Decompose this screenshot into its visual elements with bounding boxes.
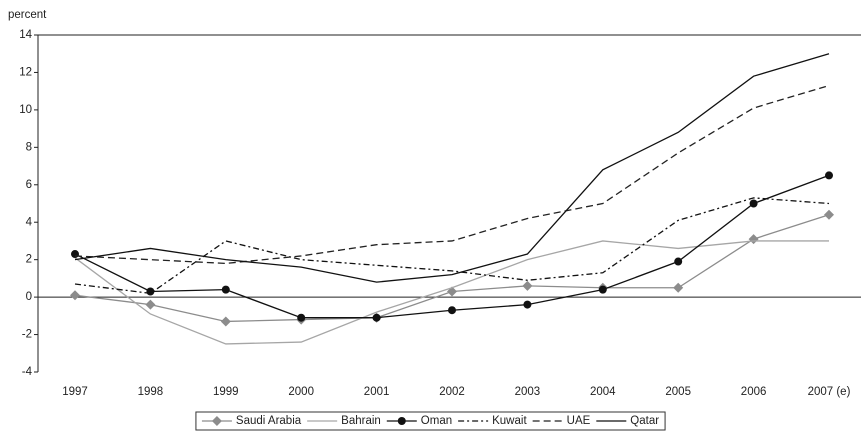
y-tick-label: -4	[22, 366, 33, 378]
series-line	[74, 53, 830, 283]
marker	[522, 280, 533, 291]
marker	[748, 234, 759, 245]
marker	[674, 257, 683, 266]
y-tick-label: 14	[19, 29, 32, 41]
marker	[673, 282, 684, 293]
y-tick-label: 0	[26, 291, 32, 303]
legend-item: UAE	[532, 415, 591, 427]
x-tick-label: 2006	[741, 386, 767, 398]
x-tick-label: 1999	[213, 386, 239, 398]
y-tick-label: -2	[22, 329, 32, 341]
marker	[220, 316, 231, 327]
legend-item: Kuwait	[458, 415, 527, 427]
legend-item: Saudi Arabia	[201, 415, 302, 427]
x-tick-label: 1997	[62, 386, 88, 398]
x-tick-label: 2004	[590, 386, 616, 398]
marker	[70, 290, 80, 301]
marker	[824, 209, 834, 220]
legend-label: Bahrain	[341, 415, 381, 427]
legend: Saudi Arabia Bahrain Oman Kuwait UAE Qatar	[195, 411, 666, 431]
legend-label: Kuwait	[492, 415, 527, 427]
marker	[297, 313, 306, 322]
y-tick-label: 10	[19, 104, 32, 116]
y-tick-label: 8	[26, 141, 32, 153]
y-tick-label: 6	[26, 179, 32, 191]
legend-label: Saudi Arabia	[236, 415, 302, 427]
legend-item: Qatar	[596, 415, 659, 427]
marker	[749, 199, 758, 208]
y-tick-label: 2	[26, 254, 32, 266]
x-tick-label: 2001	[364, 386, 390, 398]
x-tick-label: 1998	[138, 386, 164, 398]
marker	[523, 300, 532, 309]
x-tick-label: 2005	[665, 386, 691, 398]
marker	[448, 306, 456, 315]
series-line	[74, 240, 829, 345]
legend-label: UAE	[567, 415, 591, 427]
series-line	[74, 214, 830, 323]
x-tick-label: 2002	[439, 386, 465, 398]
legend-item: Bahrain	[307, 415, 381, 427]
y-tick-label: 12	[19, 66, 32, 78]
legend-label: Oman	[421, 415, 452, 427]
marker	[145, 299, 156, 310]
series-line	[74, 84, 830, 265]
marker	[211, 416, 222, 426]
legend-item: Oman	[386, 415, 452, 427]
legend-label: Qatar	[630, 415, 659, 427]
marker	[598, 285, 607, 294]
marker	[221, 285, 230, 294]
marker	[825, 171, 833, 180]
x-tick-label: 2007 (e)	[808, 386, 851, 398]
marker	[372, 313, 381, 322]
legend-box	[195, 411, 666, 431]
series-line	[74, 197, 830, 295]
x-tick-label: 2000	[288, 386, 314, 398]
marker	[71, 250, 79, 259]
x-tick-label: 2003	[515, 386, 541, 398]
y-tick-label: 4	[26, 216, 33, 228]
y-axis-label: percent	[8, 9, 47, 21]
marker	[397, 417, 406, 425]
